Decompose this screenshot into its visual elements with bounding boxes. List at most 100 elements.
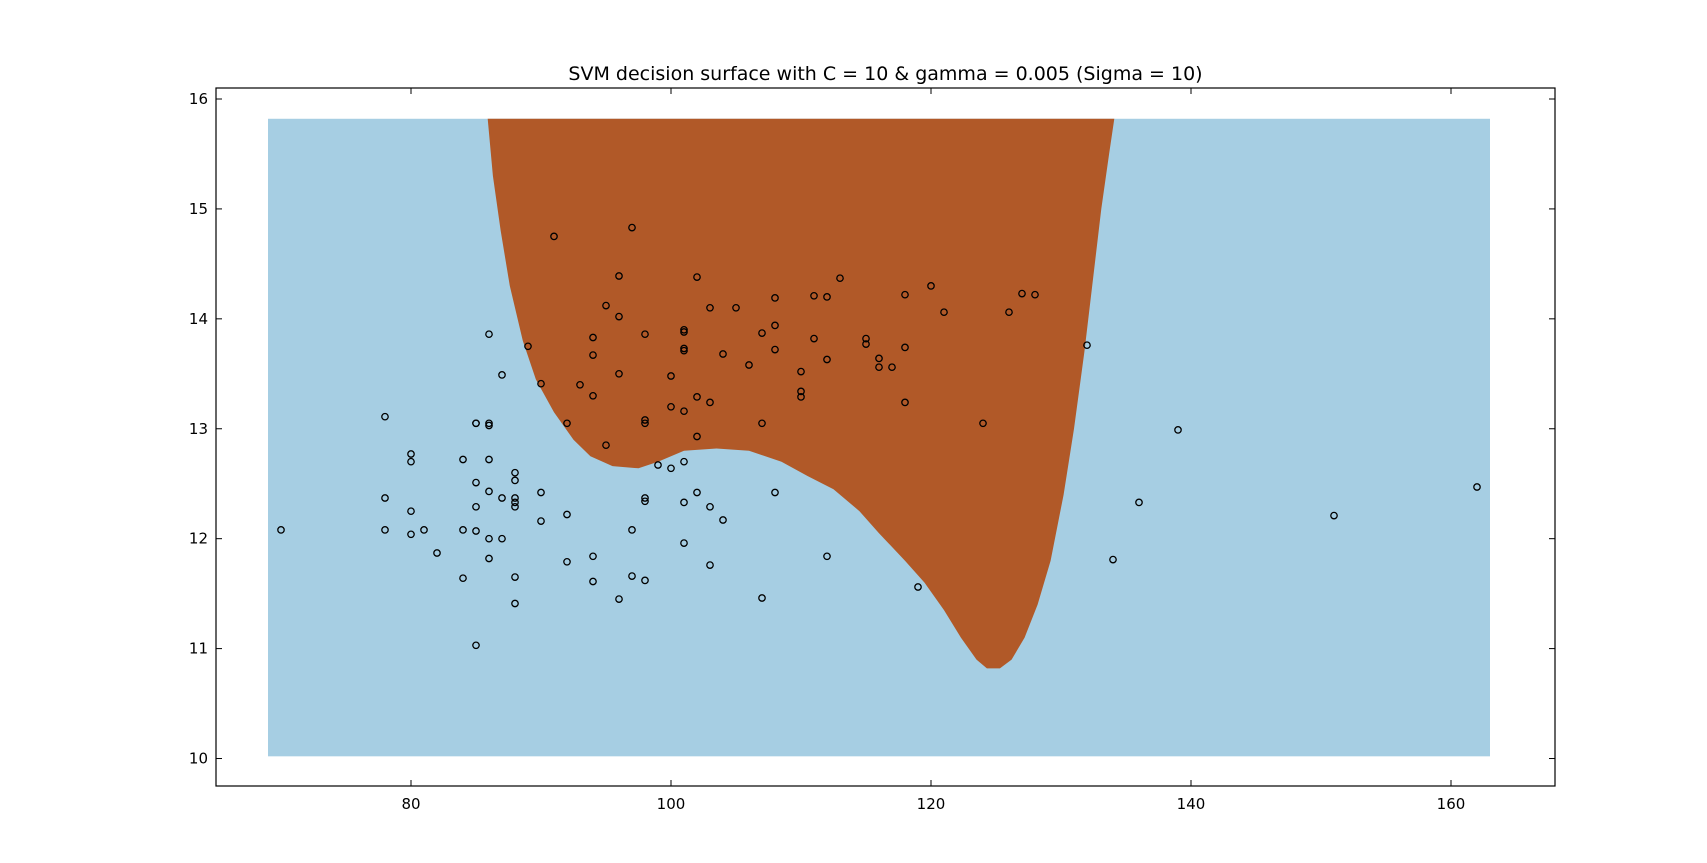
- data-point: [901, 398, 909, 407]
- data-point: [563, 419, 571, 428]
- data-point: [979, 419, 987, 428]
- data-point: [381, 412, 389, 421]
- data-point: [498, 494, 506, 502]
- x-tick-label: 160: [1437, 795, 1466, 813]
- data-point: [771, 294, 779, 302]
- data-point: [381, 494, 389, 502]
- data-point: [472, 527, 480, 535]
- data-point: [602, 441, 610, 450]
- data-point: [823, 552, 831, 561]
- data-point: [628, 572, 636, 580]
- data-point: [888, 363, 896, 372]
- data-point: [823, 355, 831, 364]
- data-point: [797, 387, 805, 396]
- data-point: [615, 595, 623, 603]
- y-tick-label: 12: [189, 530, 208, 548]
- data-point: [641, 419, 649, 428]
- data-point: [719, 350, 727, 358]
- data-point: [745, 361, 753, 369]
- data-point: [407, 450, 415, 458]
- data-point: [680, 328, 688, 336]
- data-point: [485, 534, 493, 543]
- data-points: [277, 223, 1481, 650]
- data-point: [823, 293, 831, 301]
- data-point: [485, 455, 493, 464]
- data-point: [563, 510, 571, 519]
- data-point: [680, 539, 688, 547]
- axes-frame: [215, 87, 1556, 787]
- data-point: [589, 577, 597, 586]
- data-point: [381, 526, 389, 534]
- data-point: [511, 494, 519, 502]
- data-point: [485, 421, 493, 430]
- data-point: [628, 526, 636, 534]
- data-point: [641, 576, 649, 585]
- x-axis: 80 100 120 140 160: [401, 88, 1465, 813]
- data-point: [589, 351, 597, 359]
- data-point: [576, 380, 584, 389]
- data-point: [797, 367, 805, 376]
- data-point: [485, 554, 493, 563]
- data-point: [459, 455, 467, 464]
- data-point: [459, 574, 467, 583]
- data-point: [420, 526, 428, 534]
- data-point: [498, 371, 506, 379]
- data-point: [667, 372, 675, 380]
- data-point: [641, 416, 649, 424]
- data-point: [537, 517, 545, 525]
- data-point: [589, 552, 597, 561]
- data-point: [628, 223, 636, 232]
- data-point: [862, 340, 870, 348]
- data-point: [511, 498, 519, 507]
- data-point: [667, 464, 675, 473]
- data-point: [693, 273, 701, 281]
- data-point: [693, 393, 701, 401]
- x-tick-label: 140: [1177, 795, 1206, 813]
- data-point: [433, 549, 441, 557]
- data-point: [589, 391, 597, 400]
- data-point: [771, 321, 779, 330]
- data-point: [511, 468, 519, 477]
- data-point: [524, 342, 532, 351]
- y-tick-label: 14: [189, 310, 208, 328]
- data-point: [719, 516, 727, 524]
- data-point: [641, 494, 649, 502]
- data-point: [485, 487, 493, 496]
- data-point: [641, 330, 649, 339]
- data-point: [550, 232, 558, 241]
- chart-title: SVM decision surface with C = 10 & gamma…: [568, 63, 1202, 85]
- data-point: [706, 398, 714, 407]
- data-point: [277, 526, 285, 534]
- data-point: [511, 502, 519, 511]
- data-point: [511, 476, 519, 485]
- y-axis: 10 11 12 13 14 15 16: [189, 90, 1555, 768]
- y-tick-label: 13: [189, 420, 208, 438]
- data-point: [862, 334, 870, 343]
- data-point: [1109, 555, 1117, 564]
- data-point: [1031, 290, 1039, 299]
- data-point: [706, 502, 714, 511]
- data-point: [602, 301, 610, 310]
- data-point: [758, 419, 766, 428]
- y-tick-label: 11: [189, 640, 208, 658]
- data-point: [641, 497, 649, 506]
- data-point: [498, 534, 506, 543]
- data-point: [758, 329, 766, 337]
- data-point: [537, 379, 545, 388]
- data-point: [680, 457, 688, 466]
- data-point: [758, 594, 766, 602]
- data-point: [706, 303, 714, 312]
- data-point: [615, 312, 623, 321]
- plot-area: [215, 87, 1556, 787]
- y-tick-label: 15: [189, 200, 208, 218]
- data-point: [901, 343, 909, 352]
- data-point: [680, 344, 688, 353]
- data-point: [615, 272, 623, 280]
- data-point: [680, 498, 688, 507]
- data-point: [693, 432, 701, 441]
- data-point: [875, 363, 883, 372]
- data-point: [407, 507, 415, 516]
- data-point: [1330, 511, 1338, 520]
- data-point: [537, 488, 545, 497]
- data-point: [472, 419, 480, 428]
